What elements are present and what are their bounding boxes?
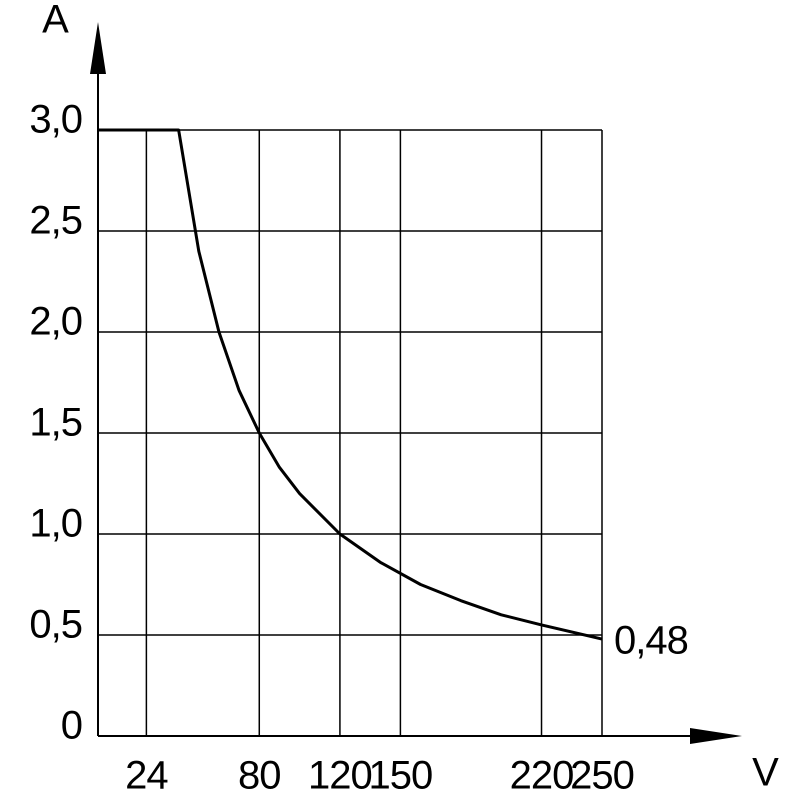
x-tick-label: 250 [570,754,634,798]
y-tick-label: 3,0 [29,98,82,142]
x-tick-label: 80 [238,754,281,798]
value-label: 0,48 [614,619,688,663]
y-axis-label: A [42,0,69,42]
x-tick-label: 24 [125,754,168,798]
x-tick-label: 220 [510,754,574,798]
y-axis-arrow [90,22,106,74]
curve [98,128,603,641]
y-tick-label: 2,5 [29,199,82,243]
y-tick-label: 1,0 [29,502,82,546]
y-tick-label: 0 [61,704,82,748]
x-axis-arrow [690,728,742,744]
y-tick-label: 1,5 [29,401,82,445]
x-axis-label: V [752,751,779,795]
x-tick-label: 150 [369,754,433,798]
y-tick-label: 0,5 [29,603,82,647]
x-tick-label: 120 [308,754,372,798]
y-tick-label: 2,0 [29,300,82,344]
